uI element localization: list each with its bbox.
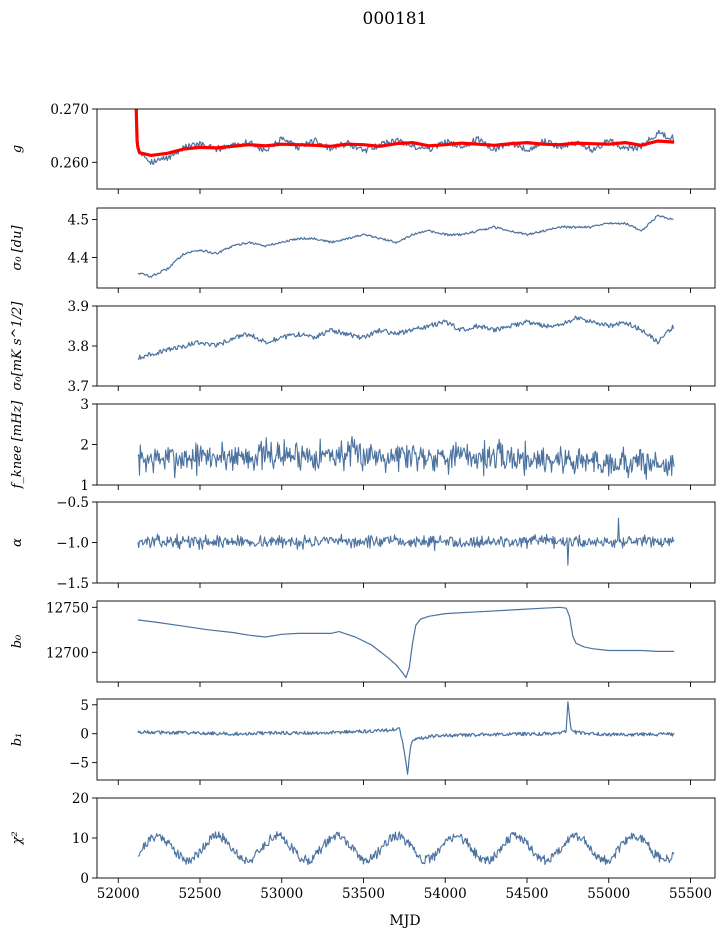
panel-2-ytick-label: 4.5 <box>68 212 89 228</box>
panel-5-ytick-label: −1.0 <box>56 536 89 552</box>
panel-4: 1 2 3 f_knee [mHz] <box>10 397 716 494</box>
panel-3-data <box>137 315 675 360</box>
panel-6-line-1 <box>137 606 675 679</box>
panel-6-ylabel: b₀ <box>10 634 25 648</box>
panel-5-line-1 <box>137 517 675 566</box>
panel-6-ytick-label: 12750 <box>46 600 89 616</box>
x-axis-label: MJD <box>389 913 420 929</box>
panel-8-ytick-label: 10 <box>72 831 89 847</box>
panel-3: 3.7 3.8 3.9 σ₀[mK s^1/2] <box>10 299 716 395</box>
panel-7-ytick-label: −5 <box>69 756 89 772</box>
panel-5-ylabel: α <box>10 538 25 547</box>
x-tick-label: 53000 <box>260 886 303 902</box>
panel-5: −1.5 −1.0 −0.5 α <box>10 495 716 592</box>
panel-8-frame <box>96 797 716 879</box>
panel-1: 0.260 0.270 g <box>10 102 716 194</box>
panel-4-ytick-label: 2 <box>80 438 89 454</box>
panel-2-frame <box>96 207 716 289</box>
panel-4-ytick-label: 3 <box>80 397 89 413</box>
panel-7-ylabel: b₁ <box>10 733 25 747</box>
panel-3-ytick-label: 3.7 <box>68 379 89 395</box>
panel-1-frame <box>96 108 716 190</box>
panel-1-ylabel: g <box>10 145 25 153</box>
panel-4-ytick-label: 1 <box>80 478 89 494</box>
x-tick-label: 52500 <box>179 886 222 902</box>
panel-6-frame <box>96 600 716 683</box>
panel-3-ytick-label: 3.9 <box>68 299 89 315</box>
panel-2-ylabel: σ₀ [du] <box>10 225 25 271</box>
x-tick-label: 54000 <box>424 886 467 902</box>
panel-1-ytick-label: 0.270 <box>50 102 89 118</box>
x-tick-label: 54500 <box>506 886 549 902</box>
panel-7: −5 0 5 b₁ <box>10 698 716 785</box>
panels: 0.260 0.270 g 4.4 4.5 σ₀ [du] 3.7 3.8 3.9 σ₀[mK s… <box>10 102 716 902</box>
panel-8-line-1 <box>137 831 675 866</box>
panel-6: 12700 12750 b₀ <box>10 600 716 687</box>
panel-2: 4.4 4.5 σ₀ [du] <box>10 207 716 293</box>
panel-5-ytick-label: −1.5 <box>56 576 89 592</box>
panel-8-ytick-label: 0 <box>80 871 89 887</box>
panel-7-line-1 <box>137 701 675 775</box>
panel-8-ytick-label: 20 <box>72 791 89 807</box>
panel-3-line-1 <box>137 315 675 360</box>
panel-7-ytick-label: 0 <box>80 727 89 743</box>
panel-2-line-1 <box>137 214 674 278</box>
panel-2-ytick-label: 4.4 <box>68 251 89 267</box>
panel-3-ylabel: σ₀[mK s^1/2] <box>10 301 25 391</box>
panel-3-ytick-label: 3.8 <box>68 339 89 355</box>
panel-6-data <box>137 606 675 679</box>
panel-5-ytick-label: −0.5 <box>56 495 89 511</box>
panel-7-data <box>137 701 675 775</box>
figure-title: 000181 <box>363 9 428 29</box>
panel-5-data <box>137 517 675 566</box>
panel-8-data <box>137 831 675 866</box>
panel-7-ytick-label: 5 <box>80 698 89 714</box>
panel-6-ytick-label: 12700 <box>46 645 89 661</box>
panel-4-frame <box>96 403 716 486</box>
panel-7-frame <box>96 698 716 781</box>
panel-8: 0 10 20 52000 52500 53000 53500 54000 54500 55000… <box>10 791 716 902</box>
panel-4-line-1 <box>137 435 675 480</box>
panel-4-data <box>137 435 675 480</box>
panel-2-data <box>137 214 674 278</box>
panel-1-line-2 <box>134 109 675 157</box>
x-tick-label: 52000 <box>97 886 140 902</box>
panel-1-data <box>134 109 675 165</box>
x-tick-label: 53500 <box>342 886 385 902</box>
x-tick-label: 55000 <box>587 886 630 902</box>
panel-8-ylabel: χ² <box>10 831 25 845</box>
panel-1-ytick-label: 0.260 <box>50 155 89 171</box>
panel-4-ylabel: f_knee [mHz] <box>10 400 25 490</box>
x-tick-label: 55500 <box>669 886 712 902</box>
